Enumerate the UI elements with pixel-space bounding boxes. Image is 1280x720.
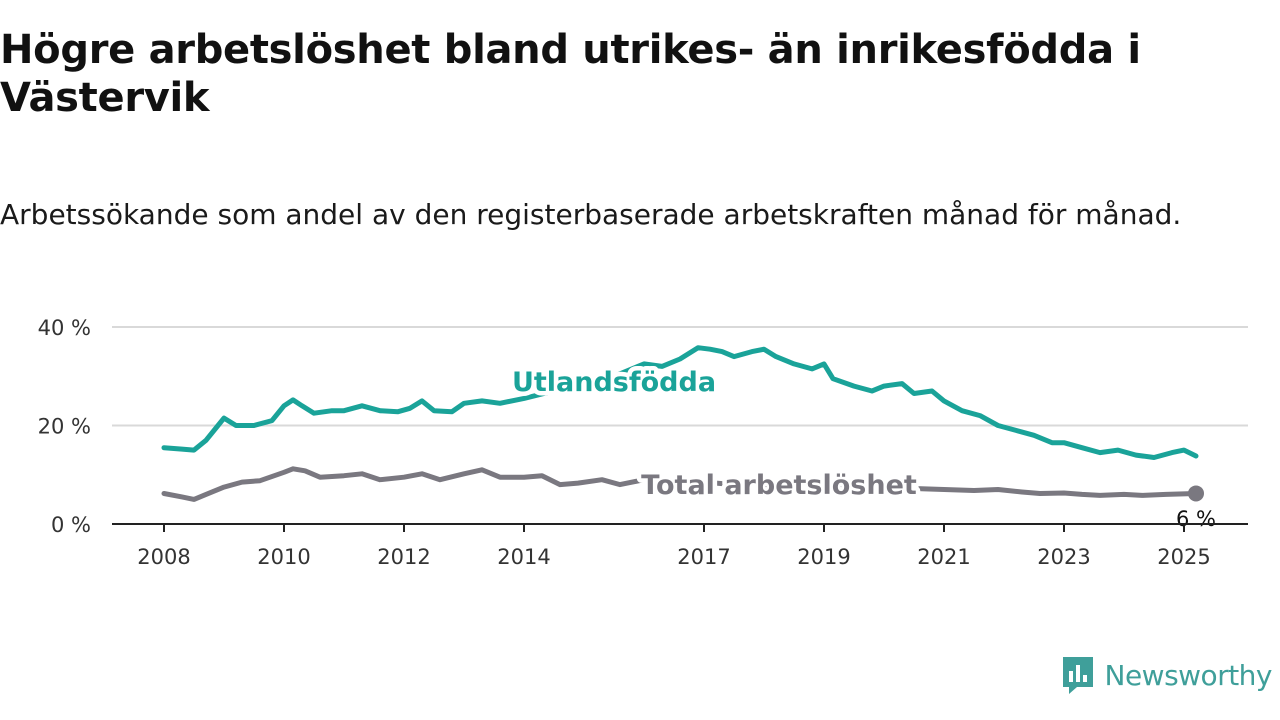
y-tick-label: 0 % (51, 513, 91, 537)
y-axis: 0 % 20 % 40 % (38, 316, 91, 537)
series-line-0 (161, 345, 1199, 460)
x-tick-label: 2014 (497, 545, 550, 569)
x-tick-label: 2010 (257, 545, 310, 569)
x-tick-label: 2017 (677, 545, 730, 569)
end-value-label: 6 % (1176, 507, 1216, 531)
x-tick-label: 2019 (797, 545, 850, 569)
end-point-marker (1188, 485, 1204, 502)
y-tick-label: 20 % (38, 415, 91, 439)
chart-subtitle: Arbetssökande som andel av den registerb… (0, 198, 1182, 231)
x-axis: 2008 2010 2012 2014 2017 2019 2021 2023 2025 (112, 523, 1248, 569)
newsworthy-logo-icon (1062, 657, 1093, 694)
x-tick-label: 2023 (1037, 545, 1090, 569)
series-labels: Utlandsfödda Total arbetslöshet 6 % (507, 363, 1219, 535)
series-line-1 (161, 466, 1199, 502)
series-label-0: Utlandsfödda (512, 367, 716, 398)
x-tick-label: 2021 (917, 545, 970, 569)
chart-title: Högre arbetslöshet bland utrikes- än inr… (0, 27, 1141, 121)
x-tick-label: 2025 (1157, 545, 1210, 569)
brand-name: Newsworthy (1104, 658, 1273, 692)
newsworthy-logo[interactable]: Newsworthy (1061, 652, 1273, 698)
y-tick-label: 40 % (38, 316, 91, 340)
x-tick-label: 2012 (377, 545, 430, 569)
gridlines (112, 326, 1248, 427)
x-tick-label: 2008 (137, 545, 190, 569)
series-lines (161, 345, 1199, 502)
series-label-1: Total arbetslöshet (641, 470, 917, 501)
